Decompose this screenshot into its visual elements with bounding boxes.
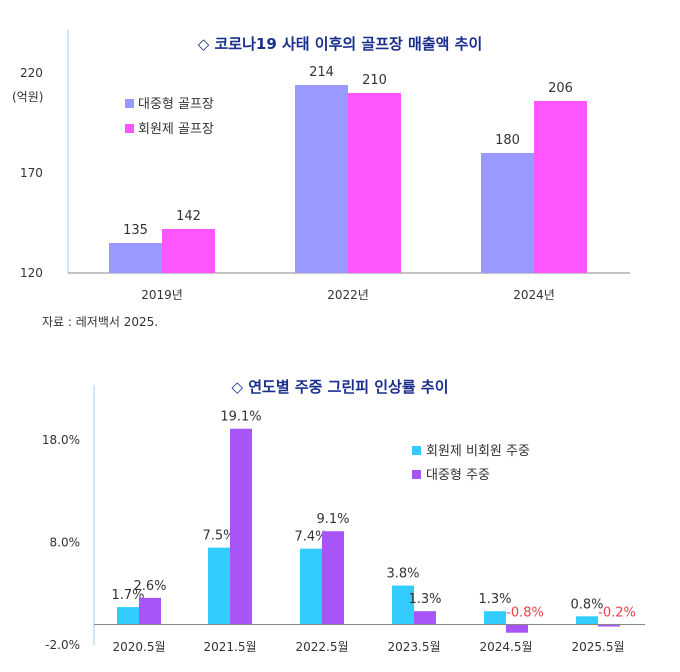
legend-label-member-nonmember-weekday: 회원제 비회원 주중 <box>426 444 530 459</box>
chart2-bar <box>230 428 252 625</box>
chart2-x-tick: 2023.5월 <box>387 640 440 654</box>
chart2-x-tick: 2025.5월 <box>571 640 624 654</box>
chart2-bar <box>484 611 506 625</box>
legend-label-public-weekday: 대중형 주중 <box>426 468 490 483</box>
chart1-ylabel: (억원) <box>12 90 43 104</box>
chart1-bar <box>295 85 348 273</box>
chart1-bar <box>109 243 162 273</box>
legend-swatch-member-golf <box>125 124 134 133</box>
chart2-data-label: 1.7% <box>111 588 144 603</box>
chart2-x-ticks: 2020.5월 2021.5월 2022.5월 2023.5월 2024.5월 2025.… <box>112 640 624 654</box>
chart1-x-tick: 2024년 <box>513 288 555 302</box>
chart2-bar <box>414 611 436 625</box>
chart2-y-tick: 18.0% <box>42 433 80 447</box>
chart2-data-label: 2.6% <box>133 579 166 594</box>
chart2-data-label: 0.8% <box>570 597 603 612</box>
chart1-y-tick: 120 <box>20 266 43 280</box>
chart1-source: 자료 : 레저백서 2025. <box>42 315 158 329</box>
chart2-title: ◇ 연도별 주중 그린피 인상률 추이 <box>231 378 448 396</box>
chart1-y-tick: 170 <box>20 166 43 180</box>
chart1-data-label: 214 <box>309 65 334 80</box>
chart2-x-tick: 2020.5월 <box>112 640 165 654</box>
chart2-data-label: 3.8% <box>386 567 419 582</box>
chart2-bar <box>598 624 620 627</box>
chart1-data-label: 142 <box>176 209 201 224</box>
chart1-bar <box>534 101 587 273</box>
chart2-data-label: -0.8% <box>506 606 544 621</box>
chart2-bar <box>117 607 139 625</box>
chart2-data-label: 7.5% <box>202 529 235 544</box>
chart1-bar <box>348 93 401 273</box>
chart2-bars: 1.7%2.6%7.5%19.1%7.4%9.1%3.8%1.3% 1.3%-0.… <box>111 410 636 633</box>
chart2-y-ticks: 18.0% 8.0% -2.0% <box>42 433 80 652</box>
chart2-data-label: 1.3% <box>408 592 441 607</box>
chart1-x-ticks: 2019년 2022년 2024년 <box>141 288 555 302</box>
chart1-legend: 대중형 골프장 회원제 골프장 <box>125 97 214 137</box>
chart1-data-label: 206 <box>548 81 573 96</box>
chart2-data-label: -0.2% <box>598 606 636 621</box>
chart2-x-tick: 2021.5월 <box>203 640 256 654</box>
chart2-bar <box>506 624 528 633</box>
chart1-y-ticks: 220 170 120 <box>20 66 43 280</box>
chart2-bar <box>139 597 161 625</box>
greenfee-chart: ◇ 연도별 주중 그린피 인상률 추이 18.0%8.0%-2.0% 1.7%2… <box>42 378 645 654</box>
legend-swatch-public-golf <box>125 99 134 108</box>
chart1-data-label: 135 <box>123 223 148 238</box>
chart2-bar <box>576 616 598 625</box>
chart2-data-label: 19.1% <box>220 410 261 425</box>
legend-label-member-golf: 회원제 골프장 <box>138 122 214 137</box>
chart1-data-label: 210 <box>362 73 387 88</box>
chart2-bar <box>300 548 322 625</box>
chart2-bar <box>208 547 230 625</box>
chart2-y-tick: 8.0% <box>50 536 81 550</box>
chart2-x-tick: 2024.5월 <box>479 640 532 654</box>
chart1-x-tick: 2022년 <box>327 288 369 302</box>
chart1-bar <box>162 229 215 273</box>
chart2-bar <box>322 531 344 625</box>
chart1-title: ◇ 코로나19 사태 이후의 골프장 매출액 추이 <box>198 35 483 53</box>
chart1-data-label: 180 <box>495 133 520 148</box>
chart1-x-tick: 2019년 <box>141 288 183 302</box>
chart2-data-label: 1.3% <box>478 592 511 607</box>
chart2-bar <box>392 585 414 625</box>
chart1-bar <box>481 153 534 273</box>
chart2-y-tick: -2.0% <box>45 638 80 652</box>
chart1-y-tick: 220 <box>20 66 43 80</box>
legend-swatch-public-weekday <box>412 470 421 479</box>
chart2-data-label: 9.1% <box>316 512 349 527</box>
legend-label-public-golf: 대중형 골프장 <box>138 97 214 112</box>
sales-chart: ◇ 코로나19 사태 이후의 골프장 매출액 추이 (억원) 220 170 120… <box>12 30 630 329</box>
chart2-x-tick: 2022.5월 <box>295 640 348 654</box>
chart2-data-label: 7.4% <box>294 530 327 545</box>
chart1-bars: 135 142 214 210 180 206 <box>109 65 587 273</box>
legend-swatch-member-nonmember-weekday <box>412 446 421 455</box>
chart2-legend: 회원제 비회원 주중 대중형 주중 <box>412 444 530 483</box>
